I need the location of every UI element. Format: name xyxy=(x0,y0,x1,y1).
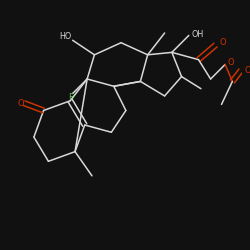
Text: O: O xyxy=(219,38,226,47)
Text: OH: OH xyxy=(191,30,203,39)
Text: F: F xyxy=(68,93,73,102)
Text: O: O xyxy=(17,99,24,108)
Text: O: O xyxy=(244,66,250,75)
Text: HO: HO xyxy=(59,32,72,41)
Text: O: O xyxy=(228,58,234,66)
